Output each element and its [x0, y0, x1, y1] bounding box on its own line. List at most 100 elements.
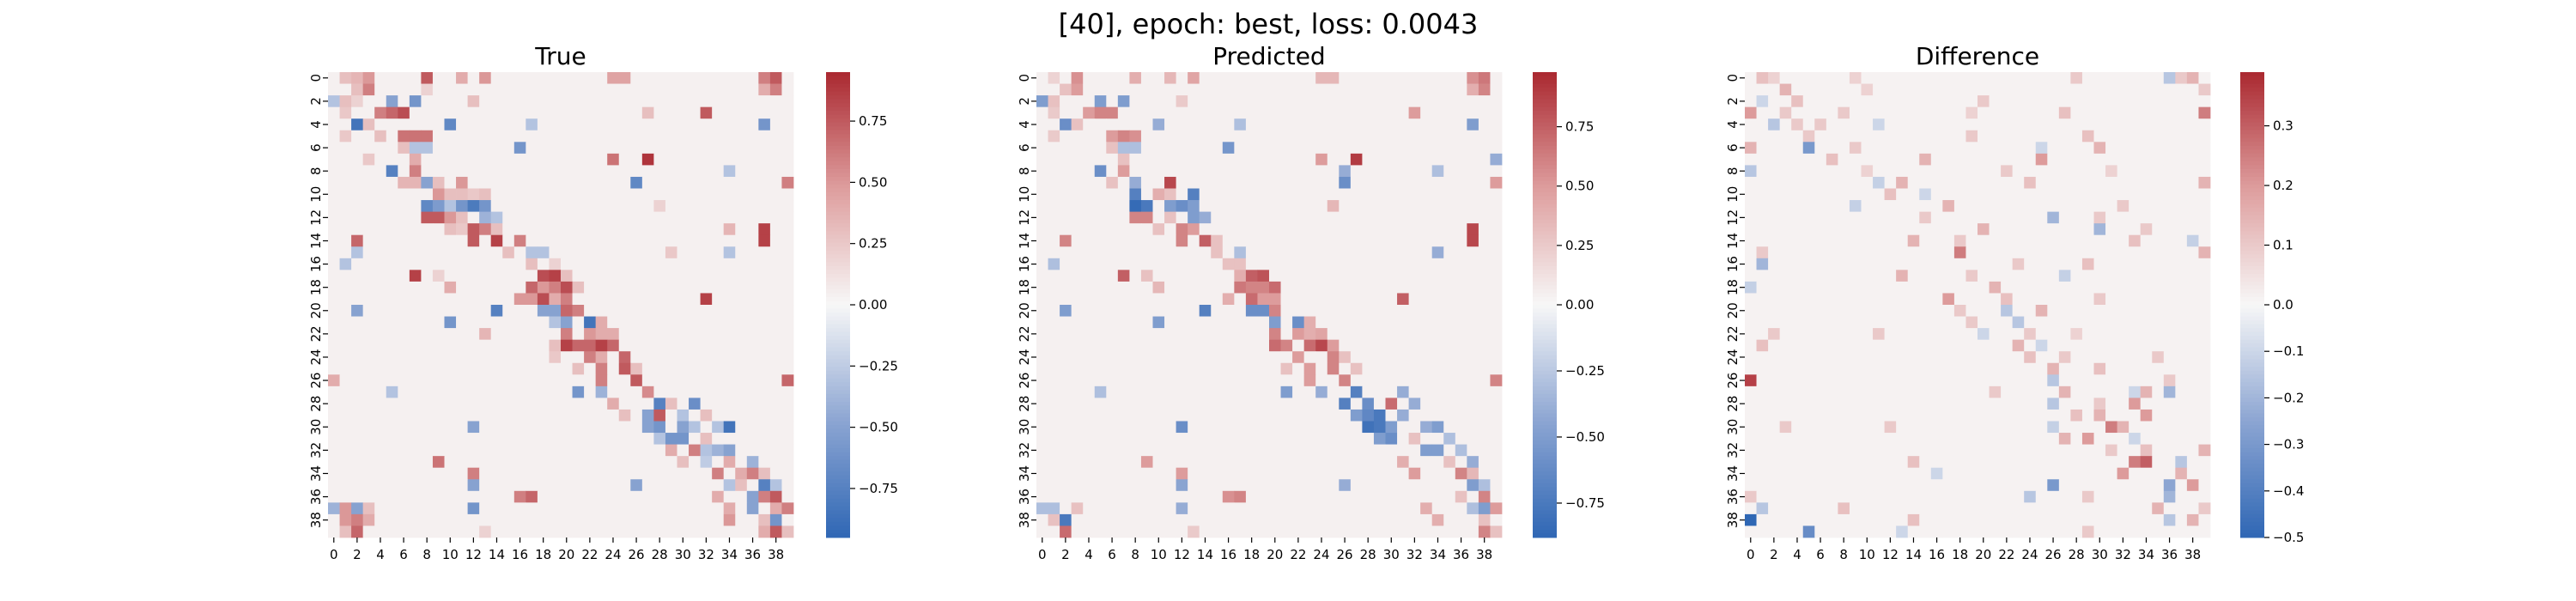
heatmap-cell — [630, 200, 643, 212]
heatmap-cell — [444, 374, 457, 387]
heatmap-cell — [1129, 130, 1142, 143]
heatmap-cell — [1292, 72, 1305, 84]
heatmap-cell — [1779, 83, 1792, 96]
heatmap-cell — [386, 374, 398, 387]
heatmap-cell — [1152, 83, 1165, 96]
heatmap-cell — [2175, 223, 2188, 236]
heatmap-cell — [513, 433, 526, 445]
heatmap-cell — [1292, 293, 1305, 306]
heatmap-cell — [328, 398, 340, 410]
heatmap-cell — [665, 444, 677, 457]
heatmap-cell — [386, 270, 398, 282]
heatmap-cell — [1768, 258, 1781, 270]
heatmap-cell — [1327, 433, 1340, 445]
heatmap-cell — [1327, 513, 1340, 526]
colorbar-segment — [1533, 533, 1557, 538]
heatmap-cell — [1802, 374, 1815, 387]
heatmap-cell — [607, 270, 620, 282]
heatmap-cell — [2186, 281, 2199, 294]
colorbar-segment — [1533, 250, 1557, 255]
heatmap-cell — [561, 362, 573, 375]
heatmap-cell — [1269, 328, 1281, 341]
heatmap-cell — [1953, 83, 1966, 96]
heatmap-cell — [1234, 421, 1247, 434]
heatmap-cell — [2012, 223, 2025, 236]
heatmap-cell — [1303, 351, 1316, 364]
heatmap-cell — [374, 211, 387, 224]
colorbar-segment — [1533, 173, 1557, 178]
heatmap-cell — [700, 385, 713, 398]
heatmap-cell — [2024, 165, 2037, 178]
heatmap-cell — [1048, 153, 1060, 166]
heatmap-cell — [1129, 200, 1142, 212]
heatmap-cell — [2198, 293, 2211, 306]
heatmap-cell — [630, 293, 643, 306]
x-tick-label: 8 — [422, 547, 431, 562]
heatmap-cell — [1756, 200, 1769, 212]
heatmap-cell — [2070, 223, 2083, 236]
heatmap-cell — [700, 293, 713, 306]
heatmap-cell — [502, 433, 515, 445]
heatmap-cell — [1873, 153, 1885, 166]
heatmap-cell — [1873, 211, 1885, 224]
heatmap-cell — [1802, 421, 1815, 434]
heatmap-cell — [1490, 293, 1503, 306]
heatmap-cell — [561, 328, 573, 341]
heatmap-cell — [1861, 398, 1874, 410]
heatmap-cell — [1036, 374, 1048, 387]
heatmap-cell — [1907, 433, 1920, 445]
heatmap-cell — [1373, 246, 1386, 259]
heatmap-cell — [1303, 513, 1316, 526]
heatmap-cell — [513, 316, 526, 329]
colorbar-segment — [1533, 506, 1557, 511]
heatmap-cell — [712, 316, 725, 329]
heatmap-cell — [513, 351, 526, 364]
heatmap-cell — [1443, 433, 1456, 445]
heatmap-cell — [1768, 188, 1781, 201]
heatmap-cell — [1989, 444, 2002, 457]
heatmap-cell — [1978, 83, 1990, 96]
heatmap-cell — [432, 293, 445, 306]
heatmap-cell — [444, 385, 457, 398]
heatmap-cell — [1919, 433, 1932, 445]
heatmap-cell — [1071, 409, 1084, 422]
heatmap-cell — [1350, 351, 1363, 364]
heatmap-cell — [689, 525, 701, 538]
heatmap-cell — [526, 130, 538, 143]
heatmap-cell — [1965, 234, 1978, 247]
heatmap-cell — [1176, 362, 1188, 375]
heatmap-cell — [339, 328, 352, 341]
heatmap-cell — [386, 513, 398, 526]
heatmap-cell — [1117, 258, 1130, 270]
heatmap-cell — [1397, 362, 1409, 375]
heatmap-cell — [561, 72, 573, 84]
heatmap-cell — [1245, 95, 1258, 108]
heatmap-cell — [746, 83, 759, 96]
heatmap-cell — [2186, 223, 2199, 236]
heatmap-cell — [549, 188, 562, 201]
heatmap-cell — [1443, 106, 1456, 119]
heatmap-cell — [735, 421, 748, 434]
heatmap-cell — [561, 490, 573, 503]
heatmap-cell — [1965, 258, 1978, 270]
heatmap-cell — [351, 293, 364, 306]
heatmap-cell — [2186, 176, 2199, 189]
heatmap-cell — [537, 200, 550, 212]
heatmap-cell — [1467, 165, 1479, 178]
heatmap-cell — [374, 456, 387, 469]
heatmap-cell — [1257, 398, 1270, 410]
heatmap-cell — [1431, 200, 1444, 212]
heatmap-cell — [2117, 176, 2129, 189]
heatmap-cell — [513, 95, 526, 108]
heatmap-cell — [2129, 316, 2142, 329]
heatmap-cell — [421, 211, 434, 224]
heatmap-cell — [677, 223, 690, 236]
heatmap-cell — [1802, 246, 1815, 259]
heatmap-cell — [1408, 246, 1421, 259]
heatmap-cell — [1930, 421, 1943, 434]
heatmap-cell — [1431, 106, 1444, 119]
heatmap-cell — [2152, 130, 2165, 143]
heatmap-cell — [769, 328, 782, 341]
heatmap-cell — [2024, 456, 2037, 469]
heatmap-cell — [1826, 95, 1838, 108]
